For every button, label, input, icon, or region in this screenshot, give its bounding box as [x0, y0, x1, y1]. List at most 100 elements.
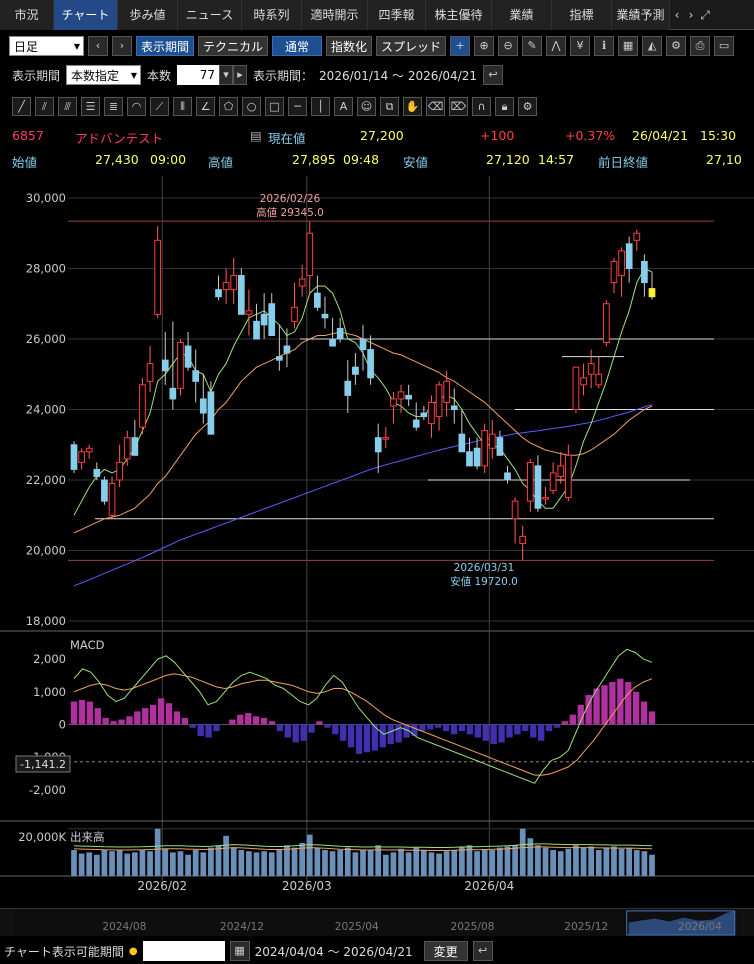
- volume-bar: [170, 852, 176, 876]
- macd-bar: [142, 708, 149, 725]
- candle: [344, 380, 352, 396]
- count-stepper-up[interactable]: ▸: [233, 65, 248, 85]
- volume-bar: [230, 847, 237, 876]
- pentagon-icon[interactable]: ⬠: [219, 96, 238, 116]
- tab-shikiho[interactable]: 四季報: [368, 0, 426, 30]
- hline-icon[interactable]: ─: [288, 96, 307, 116]
- macd-title: MACD: [70, 638, 105, 652]
- volume-bar: [154, 828, 161, 876]
- lock-icon[interactable]: 🔒︎: [495, 96, 514, 116]
- tab-indicators[interactable]: 指標: [552, 0, 612, 30]
- spread-button[interactable]: スプレッド: [376, 36, 447, 56]
- tab-timeseries[interactable]: 時系列: [242, 0, 302, 30]
- tab-news[interactable]: ニュース: [178, 0, 242, 30]
- calendar-icon[interactable]: ▦: [229, 941, 250, 961]
- volume-bar: [633, 850, 640, 876]
- return-icon[interactable]: ↩: [472, 941, 493, 961]
- price-y-tick: 28,000: [26, 262, 66, 276]
- volume-bar: [192, 850, 199, 876]
- tab-market[interactable]: 市況: [0, 0, 54, 30]
- hand-icon[interactable]: ✋: [403, 96, 422, 116]
- period-navigator[interactable]: 2024/08 2024/12 2025/04 2025/08 2025/12 2026/…: [0, 908, 754, 936]
- crosshair-icon[interactable]: +: [450, 36, 471, 56]
- vline-icon[interactable]: │: [311, 96, 330, 116]
- tab-chart[interactable]: チャート: [54, 0, 118, 30]
- period-select[interactable]: 日足: [9, 36, 84, 57]
- trendline-icon[interactable]: ╱: [12, 96, 31, 116]
- gann-icon[interactable]: ∠: [196, 96, 215, 116]
- yen-icon[interactable]: ¥: [570, 36, 591, 56]
- vlines-icon[interactable]: ⦀: [173, 96, 192, 116]
- rectangle-icon[interactable]: □: [265, 96, 284, 116]
- expand-icon[interactable]: ⤢: [700, 8, 710, 22]
- display-period-button[interactable]: 表示期間: [136, 36, 195, 56]
- chevron-right-icon[interactable]: ›: [688, 8, 694, 22]
- macd-bar: [498, 724, 505, 743]
- window-icon[interactable]: ▭: [714, 36, 735, 56]
- stock-chart[interactable]: 30,000 28,000 26,000 24,000 22,000 20,000 18,0…: [0, 176, 754, 910]
- candle: [648, 288, 656, 298]
- tab-tick[interactable]: 歩み値: [118, 0, 178, 30]
- chevron-left-icon[interactable]: ‹: [88, 36, 108, 56]
- chevron-right-icon[interactable]: ›: [112, 36, 132, 56]
- tab-disclosure[interactable]: 適時開示: [302, 0, 368, 30]
- technical-button[interactable]: テクニカル: [198, 36, 269, 56]
- stock-code: 6857: [12, 128, 44, 143]
- volume-bar: [611, 846, 617, 876]
- gear-icon[interactable]: ⚙: [518, 96, 537, 116]
- eraser-icon[interactable]: ⌫: [426, 96, 445, 116]
- candle: [314, 292, 321, 308]
- period-date-input[interactable]: [142, 941, 225, 961]
- print-icon[interactable]: ⎙: [690, 36, 711, 56]
- info-icon[interactable]: ℹ: [594, 36, 615, 56]
- volume-bar: [382, 854, 389, 876]
- normal-button[interactable]: 通常: [272, 36, 323, 56]
- return-icon[interactable]: ↩: [483, 65, 504, 85]
- index-button[interactable]: 指数化: [326, 36, 373, 56]
- tab-benefits[interactable]: 株主優待: [426, 0, 492, 30]
- volume-bar: [86, 852, 93, 876]
- fan-icon[interactable]: ⟋: [150, 96, 169, 116]
- period-mode-select[interactable]: 本数指定: [66, 65, 142, 86]
- eraser-all-icon[interactable]: ⌦: [449, 96, 468, 116]
- hlines-icon[interactable]: ☰: [81, 96, 100, 116]
- change-value: +100: [480, 128, 515, 143]
- circle-icon[interactable]: ○: [242, 96, 261, 116]
- fib-arc-icon[interactable]: ◠: [127, 96, 146, 116]
- navigator-window[interactable]: [626, 910, 736, 936]
- compare-icon[interactable]: ⋀: [546, 36, 567, 56]
- settings-wrench-icon[interactable]: ⚙: [666, 36, 687, 56]
- change-button[interactable]: 変更: [423, 941, 468, 961]
- tab-earnings[interactable]: 業績: [492, 0, 552, 30]
- text-icon[interactable]: A: [334, 96, 353, 116]
- volume-bar: [443, 851, 450, 876]
- candle: [496, 437, 504, 456]
- tab-forecast[interactable]: 業績予測: [612, 0, 670, 30]
- document-icon[interactable]: ▤: [250, 128, 262, 143]
- volume-bar: [550, 850, 556, 876]
- channel-icon[interactable]: ⫽: [35, 96, 54, 116]
- fib-retracement-icon[interactable]: ≣: [104, 96, 123, 116]
- zoom-out-icon[interactable]: ⊖: [498, 36, 519, 56]
- magnet-icon[interactable]: ∩: [472, 96, 491, 116]
- zoom-in-icon[interactable]: ⊕: [474, 36, 495, 56]
- stamp-icon[interactable]: ☺: [357, 96, 376, 116]
- count-input[interactable]: 77: [177, 65, 220, 85]
- macd-bar: [332, 724, 339, 735]
- macd-bar: [640, 701, 648, 725]
- candle: [161, 359, 169, 372]
- copy-icon[interactable]: ⧉: [380, 96, 399, 116]
- volume-bar: [246, 851, 252, 876]
- candle: [504, 472, 511, 481]
- parallel-icon[interactable]: ⫻: [58, 96, 77, 116]
- my-chart-icon[interactable]: ▦: [618, 36, 639, 56]
- volume-bar: [557, 851, 564, 876]
- pen-icon[interactable]: ✎: [522, 36, 543, 56]
- macd-bar: [292, 724, 299, 743]
- chevron-left-icon[interactable]: ‹: [674, 8, 680, 22]
- quote-line-1: 6857 アドバンテスト ▤ 現在値 27,200 +100 +0.37% 26…: [0, 128, 754, 148]
- count-stepper-down[interactable]: ▾: [219, 65, 234, 85]
- prev-close-label: 前日終値: [598, 155, 649, 170]
- candle: [458, 433, 466, 453]
- area-chart-icon[interactable]: ◭: [642, 36, 663, 56]
